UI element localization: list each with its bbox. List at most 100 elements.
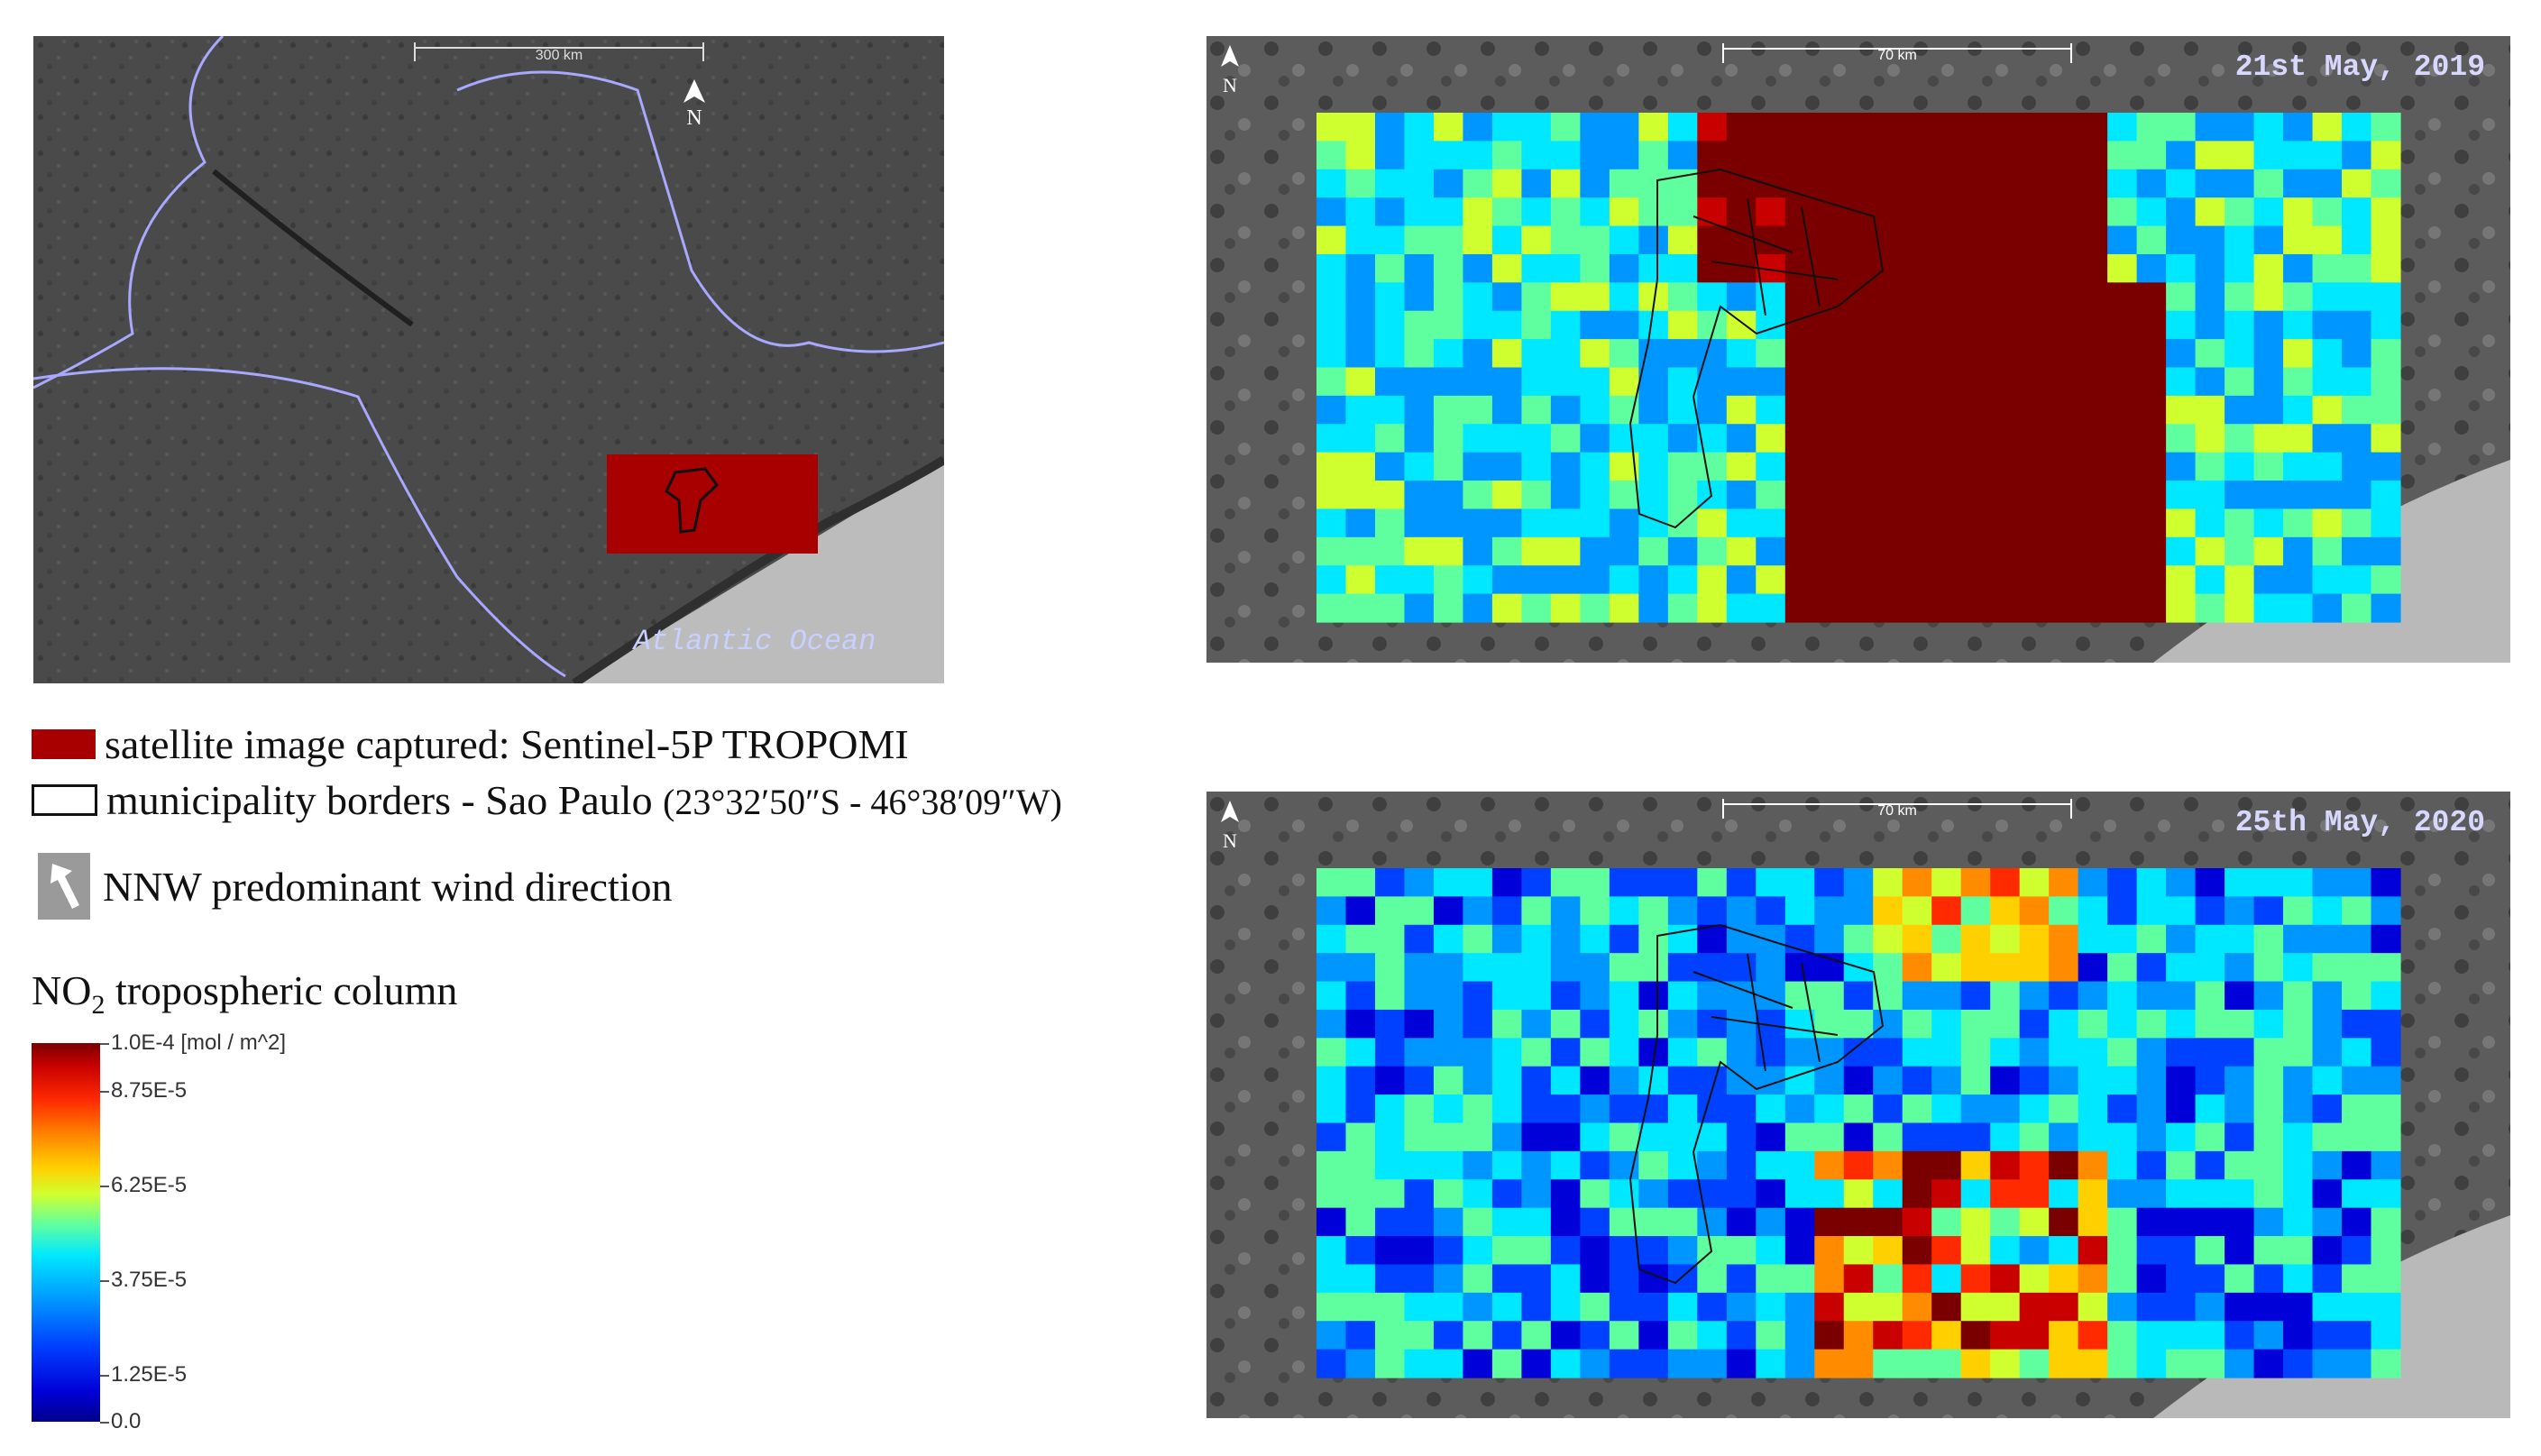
no2-cell <box>2078 367 2108 397</box>
no2-cell <box>2019 141 2050 170</box>
no2-cell <box>1638 225 1669 255</box>
no2-cell <box>1990 452 2021 481</box>
no2-cell <box>1580 896 1610 926</box>
no2-cell <box>2312 1207 2343 1237</box>
no2-cell <box>2312 169 2343 198</box>
no2-cell <box>2225 1207 2255 1237</box>
no2-cell <box>1463 1321 1493 1351</box>
no2-cell <box>1638 593 1669 623</box>
no2-cell <box>2312 1122 2343 1152</box>
no2-cell <box>2283 868 2314 897</box>
no2-cell <box>1667 1150 1698 1180</box>
no2-cell <box>1316 868 1347 897</box>
no2-cell <box>1960 339 1991 369</box>
no2-cell <box>2107 981 2138 1011</box>
no2-cell <box>1843 282 1874 312</box>
no2-cell <box>1960 452 1991 481</box>
no2-cell <box>1316 113 1347 142</box>
no2-cell <box>2136 536 2167 566</box>
no2-cell <box>1873 1207 1903 1237</box>
no2-cell <box>2166 1009 2197 1039</box>
no2-cell <box>2195 282 2225 312</box>
no2-cell <box>1404 141 1435 170</box>
no2-cell <box>1960 565 1991 595</box>
no2-cell <box>1960 253 1991 283</box>
no2-cell <box>1873 282 1903 312</box>
no2-cell <box>2049 367 2079 397</box>
no2-cell <box>2225 868 2255 897</box>
no2-cell <box>2136 113 2167 142</box>
no2-cell <box>1316 1179 1347 1209</box>
no2-cell <box>2107 924 2138 954</box>
no2-cell <box>1374 1009 1406 1039</box>
no2-cell <box>2049 1009 2079 1039</box>
no2-cell <box>1345 452 1376 481</box>
no2-cell <box>2107 1009 2138 1039</box>
no2-cell <box>1374 896 1406 926</box>
no2-cell <box>1609 367 1639 397</box>
no2-cell <box>2166 1207 2197 1237</box>
colorbar-tick <box>100 1422 109 1424</box>
no2-cell <box>1667 1349 1698 1378</box>
no2-cell <box>2107 1038 2138 1067</box>
no2-cell <box>2283 1122 2314 1152</box>
no2-cell <box>1814 310 1845 340</box>
no2-cell <box>2371 141 2401 170</box>
no2-cell <box>1784 565 1815 595</box>
no2-cell <box>2166 1094 2197 1124</box>
satellite-label: satellite image captured: Sentinel-5P TR… <box>105 721 909 767</box>
no2-cell <box>2049 593 2079 623</box>
no2-cell <box>1580 1292 1610 1322</box>
no2-cell <box>1433 339 1464 369</box>
no2-cell <box>1550 113 1581 142</box>
no2-cell <box>1756 1122 1786 1152</box>
no2-cell <box>2312 1264 2343 1294</box>
no2-cell <box>1873 367 1903 397</box>
no2-cell <box>2166 1321 2197 1351</box>
no2-cell <box>1580 225 1610 255</box>
no2-cell <box>1814 565 1845 595</box>
no2-cell <box>2019 197 2050 227</box>
no2-cell <box>2049 169 2079 198</box>
no2-cell <box>1902 1179 1932 1209</box>
no2-cell <box>1580 169 1610 198</box>
no2-cell <box>2312 1094 2343 1124</box>
no2-cell <box>1345 1009 1376 1039</box>
no2-cell <box>1960 1066 1991 1095</box>
no2-cell <box>2283 1179 2314 1209</box>
no2-cell <box>1404 1349 1435 1378</box>
overview-scale-label: 300 km <box>536 48 583 63</box>
no2-cell <box>2078 924 2108 954</box>
no2-cell <box>2107 508 2138 538</box>
no2-cell <box>1931 1038 1962 1067</box>
no2-cell <box>1756 1207 1786 1237</box>
no2-cell <box>1960 896 1991 926</box>
no2-cell <box>1931 1150 1962 1180</box>
no2-cell <box>1667 424 1698 453</box>
colorbar-tick <box>100 1090 109 1093</box>
no2-cell <box>2107 1122 2138 1152</box>
no2-cell <box>2342 1179 2372 1209</box>
no2-cell <box>1814 225 1845 255</box>
no2-cell <box>2107 1150 2138 1180</box>
no2-cell <box>1433 169 1464 198</box>
no2-cell <box>2342 481 2372 510</box>
no2-cell <box>2078 253 2108 283</box>
no2-cell <box>1873 339 1903 369</box>
no2-cell <box>2283 253 2314 283</box>
no2-cell <box>1374 1207 1406 1237</box>
no2-cell <box>2283 1321 2314 1351</box>
no2-cell <box>1345 508 1376 538</box>
no2-cell <box>1697 282 1728 312</box>
no2-cell <box>2283 565 2314 595</box>
no2-cell <box>1550 1150 1581 1180</box>
no2-cell <box>2283 1150 2314 1180</box>
no2-cell <box>1667 1009 1698 1039</box>
no2-cell <box>1404 1094 1435 1124</box>
no2-cell <box>1550 1292 1581 1322</box>
no2-cell <box>1726 452 1757 481</box>
no2-cell <box>1463 896 1493 926</box>
no2-cell <box>1697 1150 1728 1180</box>
no2-cell <box>1374 141 1406 170</box>
no2-cell <box>1902 1009 1932 1039</box>
